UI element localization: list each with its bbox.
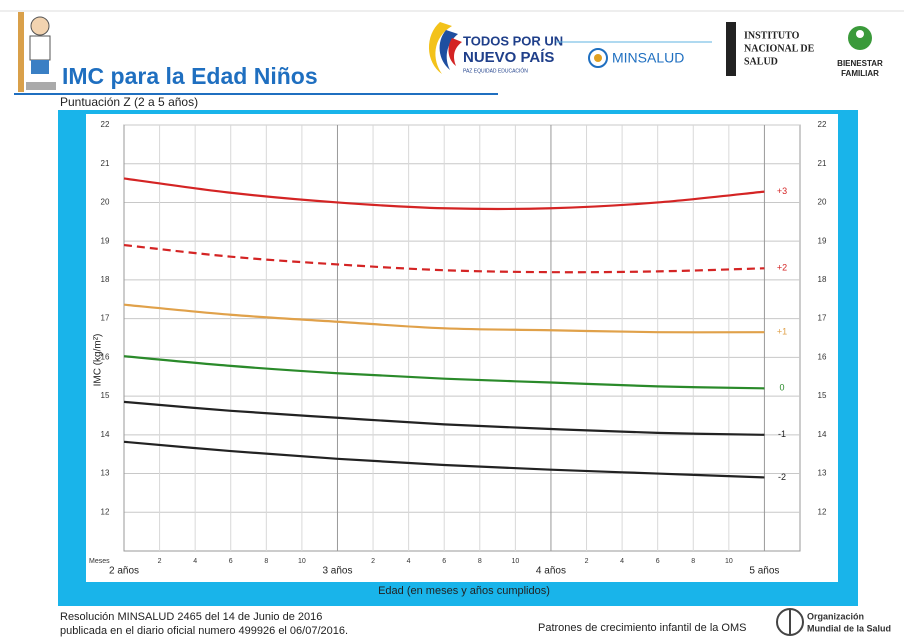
x-axis-label: Edad (en meses y años cumplidos) xyxy=(378,585,550,597)
x-tick-label: 3 años xyxy=(322,566,352,577)
x-month-tick-label: 6 xyxy=(656,558,660,565)
y-tick-label: 19 xyxy=(101,236,110,245)
x-month-tick-label: 8 xyxy=(264,558,268,565)
logo-text: NACIONAL DE xyxy=(744,43,815,54)
y-tick-label: 15 xyxy=(101,391,110,400)
who-text: Mundial de la Salud xyxy=(807,623,891,633)
footer-text: publicada en el diario oficial numero 49… xyxy=(60,625,348,637)
x-month-tick-label: 10 xyxy=(298,558,306,565)
x-month-tick-label: 6 xyxy=(442,558,446,565)
x-month-tick-label: 2 xyxy=(158,558,162,565)
y-tick-label-right: 12 xyxy=(818,507,827,516)
y-tick-label-right: 21 xyxy=(818,159,827,168)
x-month-tick-label: 2 xyxy=(585,558,589,565)
logo-text: NUEVO PAÍS xyxy=(463,49,554,66)
x-tick-label: 2 años xyxy=(109,566,139,577)
logo-bienestar: BIENESTAR FAMILIAR xyxy=(837,26,883,78)
y-tick-label: 17 xyxy=(101,314,110,323)
series-line xyxy=(123,303,765,334)
y-tick-label-right: 16 xyxy=(818,352,827,361)
series-line xyxy=(123,243,765,274)
y-tick-label: 18 xyxy=(101,275,110,284)
series-label: +2 xyxy=(777,263,787,273)
top-rule xyxy=(0,10,904,12)
series-line xyxy=(123,400,765,436)
series-line xyxy=(123,355,765,390)
y-tick-label-right: 20 xyxy=(818,198,827,207)
x-tick-label: 5 años xyxy=(749,566,779,577)
logo-ins: INSTITUTO NACIONAL DE SALUD xyxy=(726,22,815,76)
x-month-tick-label: 4 xyxy=(407,558,411,565)
series-label: +1 xyxy=(777,327,787,337)
y-tick-label: 14 xyxy=(101,430,110,439)
header-title: IMC para la Edad Niños xyxy=(62,63,318,89)
logo-nuevo-pais: TODOS POR UN NUEVO PAÍS PAZ EQUIDAD EDUC… xyxy=(428,22,563,74)
y-tick-label-right: 18 xyxy=(818,275,827,284)
who-logo: Organización Mundial de la Salud xyxy=(776,608,891,636)
child-icon xyxy=(18,12,56,92)
y-tick-label: 13 xyxy=(101,469,110,478)
y-tick-label-right: 15 xyxy=(818,391,827,400)
y-tick-label-right: 19 xyxy=(818,236,827,245)
series-label: +3 xyxy=(777,186,787,196)
x-month-tick-label: 8 xyxy=(478,558,482,565)
y-tick-label-right: 13 xyxy=(818,469,827,478)
y-tick-label: 16 xyxy=(101,352,110,361)
logo-text: MINSALUD xyxy=(612,50,684,66)
y-tick-label-right: 17 xyxy=(818,314,827,323)
y-tick-label-right: 22 xyxy=(818,120,827,129)
x-month-tick-label: 2 xyxy=(371,558,375,565)
logo-text: TODOS POR UN xyxy=(463,33,563,48)
footer-text: Resolución MINSALUD 2465 del 14 de Junio… xyxy=(60,611,322,623)
logo-text: SALUD xyxy=(744,56,778,67)
y-tick-label: 21 xyxy=(101,159,110,168)
who-text: Organización xyxy=(807,611,864,621)
logo-minsalud: MINSALUD xyxy=(588,48,684,68)
x-month-tick-label: 6 xyxy=(229,558,233,565)
footer-source: Patrones de crecimiento infantil de la O… xyxy=(538,622,747,634)
plot-area xyxy=(123,124,801,552)
x-month-tick-label: 10 xyxy=(511,558,519,565)
y-tick-label: 22 xyxy=(101,120,110,129)
logo-text: BIENESTAR xyxy=(837,59,883,68)
series-label: -2 xyxy=(778,472,786,482)
x-tick-label: 4 años xyxy=(536,566,566,577)
series-label: -1 xyxy=(778,429,786,439)
y-axis-label: IMC (kg/m²) xyxy=(93,334,104,387)
series-line xyxy=(123,440,765,479)
title-rule xyxy=(14,93,498,95)
y-tick-label: 12 xyxy=(101,507,110,516)
series-label: 0 xyxy=(779,383,784,393)
x-month-tick-label: 8 xyxy=(691,558,695,565)
x-month-tick-label: 4 xyxy=(620,558,624,565)
series-line xyxy=(123,177,765,211)
logo-text: PAZ EQUIDAD EDUCACIÓN xyxy=(463,67,528,74)
y-tick-label: 20 xyxy=(101,198,110,207)
chart-subtitle: Puntuación Z (2 a 5 años) xyxy=(60,95,198,109)
x-unit-label: Meses xyxy=(89,558,110,565)
logo-text: INSTITUTO xyxy=(744,30,800,41)
x-month-tick-label: 10 xyxy=(725,558,733,565)
logo-text: FAMILIAR xyxy=(841,69,879,78)
x-month-tick-label: 4 xyxy=(193,558,197,565)
y-tick-label-right: 14 xyxy=(818,430,827,439)
